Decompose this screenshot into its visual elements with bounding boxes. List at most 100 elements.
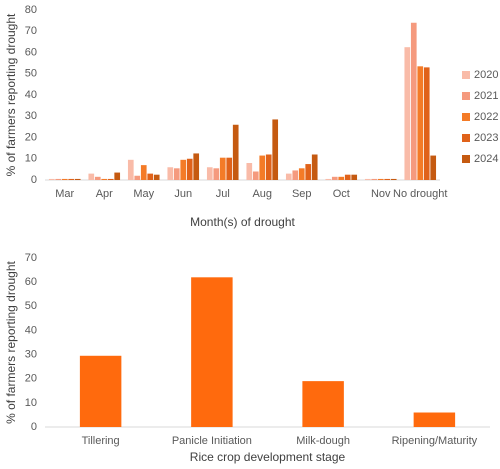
x-tick-label: May <box>133 188 154 200</box>
bar <box>285 173 292 180</box>
bar <box>423 67 430 180</box>
bar <box>390 178 397 180</box>
x-tick-label: Sep <box>292 188 312 200</box>
bar <box>167 167 174 180</box>
bar <box>193 153 200 180</box>
x-tick-label: Jun <box>174 188 192 200</box>
bar <box>68 178 75 180</box>
y-tick-label: 60 <box>25 46 37 58</box>
bar <box>292 170 299 180</box>
y-tick-label: 70 <box>25 252 37 264</box>
y-tick-label: 40 <box>25 324 37 336</box>
bar <box>311 154 318 180</box>
x-tick-label: Oct <box>333 188 350 200</box>
bar <box>364 178 371 180</box>
x-axis-title: Month(s) of drought <box>190 215 295 229</box>
bar <box>101 178 108 180</box>
x-tick-label: Panicle Initiation <box>172 435 252 447</box>
legend-swatch <box>462 134 470 142</box>
legend-swatch <box>462 113 470 121</box>
y-axis-title: % of farmers reporting drought <box>4 260 18 423</box>
x-tick-label: No drought <box>393 188 447 200</box>
y-axis-title: % of farmers reporting drought <box>4 13 18 176</box>
bar <box>305 164 312 180</box>
bar <box>219 157 226 180</box>
legend-swatch <box>462 71 470 79</box>
bar <box>147 173 154 180</box>
y-tick-label: 10 <box>25 397 37 409</box>
x-tick-label: Nov <box>371 188 391 200</box>
y-tick-label: 50 <box>25 68 37 80</box>
bar <box>302 381 344 427</box>
x-tick-label: Apr <box>96 188 113 200</box>
bar <box>232 124 239 180</box>
bar <box>252 171 259 180</box>
legend-label: 2024 <box>474 153 498 165</box>
y-tick-label: 30 <box>25 348 37 360</box>
x-axis-title: Rice crop development stage <box>190 450 346 464</box>
y-tick-label: 20 <box>25 373 37 385</box>
bar <box>331 176 338 180</box>
bar <box>371 178 378 180</box>
y-tick-label: 80 <box>25 4 37 16</box>
bar <box>351 174 358 180</box>
bar <box>114 172 121 180</box>
y-tick-label: 0 <box>31 421 37 433</box>
legend-label: 2020 <box>474 69 498 81</box>
legend-label: 2022 <box>474 111 498 123</box>
bar <box>173 168 180 180</box>
bar <box>246 163 253 180</box>
x-tick-label: Aug <box>252 188 272 200</box>
bar <box>55 178 62 180</box>
x-tick-label: Mar <box>55 188 74 200</box>
y-tick-label: 30 <box>25 110 37 122</box>
y-tick-label: 10 <box>25 153 37 165</box>
y-tick-label: 0 <box>31 174 37 186</box>
bar <box>226 157 233 180</box>
bar <box>74 178 81 180</box>
legend-swatch <box>462 155 470 163</box>
y-tick-label: 20 <box>25 131 37 143</box>
bar <box>325 178 332 180</box>
bar <box>127 159 134 180</box>
bar <box>134 175 141 180</box>
bar <box>410 22 417 180</box>
bar <box>265 154 272 180</box>
bar <box>94 176 101 180</box>
bar <box>377 178 384 180</box>
bar <box>88 173 95 180</box>
y-tick-label: 70 <box>25 25 37 37</box>
bar <box>404 47 411 180</box>
bar <box>140 165 147 180</box>
y-tick-label: 50 <box>25 300 37 312</box>
bar <box>272 119 279 180</box>
legend-label: 2021 <box>474 90 498 102</box>
bar <box>213 168 220 180</box>
bar <box>413 412 456 427</box>
bar <box>191 277 233 427</box>
bar <box>107 178 114 180</box>
x-tick-label: Ripening/Maturity <box>392 435 478 447</box>
x-tick-label: Tillering <box>82 435 120 447</box>
bar <box>298 168 305 180</box>
bar <box>186 158 193 180</box>
bar <box>153 174 160 180</box>
bar <box>61 178 68 180</box>
bar <box>259 155 266 180</box>
bar <box>344 174 351 180</box>
bar <box>430 155 437 180</box>
bar <box>384 178 391 180</box>
legend-swatch <box>462 92 470 100</box>
y-tick-label: 60 <box>25 276 37 288</box>
bar <box>180 159 187 180</box>
legend-label: 2023 <box>474 132 498 144</box>
bar <box>417 66 424 180</box>
y-tick-label: 40 <box>25 89 37 101</box>
bar <box>79 355 122 427</box>
bar <box>48 178 55 180</box>
x-tick-label: Milk-dough <box>296 435 350 447</box>
bar <box>206 167 213 180</box>
x-tick-label: Jul <box>216 188 230 200</box>
bar <box>338 176 345 180</box>
